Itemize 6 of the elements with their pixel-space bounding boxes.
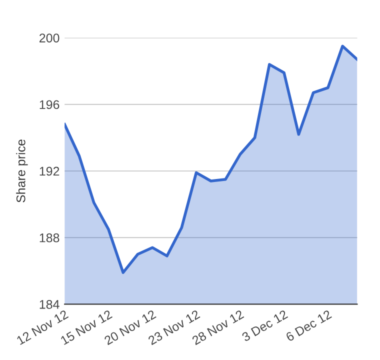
y-tick-label: 192 (40, 166, 60, 176)
y-axis-title: Share price (16, 140, 28, 202)
y-tick-label: 200 (40, 34, 60, 42)
y-tick-label: 188 (40, 233, 60, 242)
y-tick-label: 196 (40, 100, 60, 110)
y-tick-label: 184 (40, 300, 60, 309)
